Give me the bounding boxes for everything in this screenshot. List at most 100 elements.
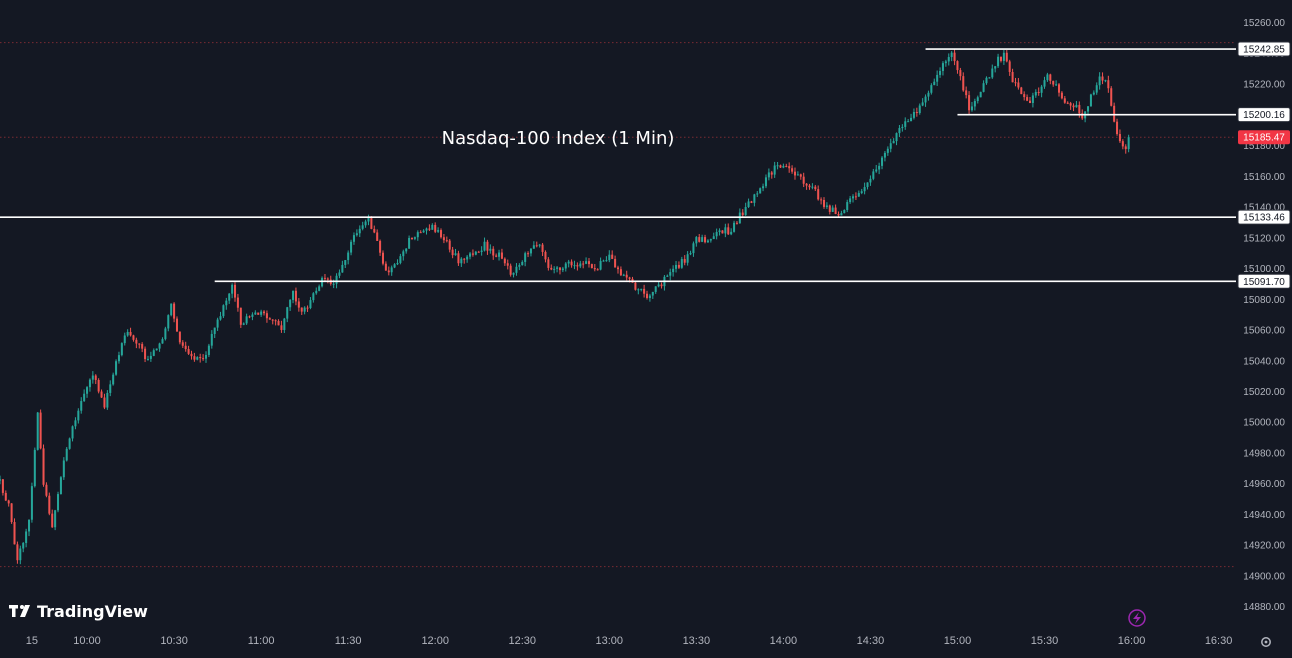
candle	[419, 230, 422, 234]
candle	[843, 209, 846, 214]
time-axis[interactable]: 15 10:00 10:30 11:00 11:30 12:00 12:30 13:00 13:…	[26, 635, 1233, 647]
candle-body	[469, 253, 472, 257]
candle-body	[846, 202, 849, 211]
candle	[898, 124, 901, 138]
candle	[915, 107, 918, 117]
candle	[51, 509, 54, 528]
candle	[605, 256, 608, 262]
candle	[527, 251, 530, 258]
candle	[750, 200, 753, 204]
candle-body	[1023, 94, 1026, 98]
candle-body	[654, 286, 657, 292]
candle-body	[1026, 97, 1029, 101]
candle-body	[837, 213, 840, 216]
candle	[344, 260, 347, 269]
candle	[875, 164, 878, 173]
candle-body	[683, 259, 686, 263]
candle-body	[587, 261, 591, 265]
candle	[318, 284, 321, 292]
candle-body	[364, 221, 367, 226]
candle	[210, 330, 213, 349]
candle-body	[274, 320, 277, 322]
candle	[921, 98, 924, 107]
candle	[471, 249, 474, 257]
candle	[144, 346, 147, 363]
candle-body	[762, 186, 765, 189]
candle-body	[448, 240, 451, 250]
candle	[280, 320, 283, 333]
candle-body	[527, 253, 530, 255]
candle	[1060, 91, 1063, 100]
candle-body	[544, 251, 547, 260]
candle-body	[498, 252, 501, 257]
candle-body	[489, 248, 492, 251]
candle	[704, 234, 707, 244]
candle-body	[367, 216, 370, 222]
candle	[962, 72, 965, 92]
candle-body	[915, 111, 918, 114]
candle	[219, 311, 222, 321]
candle-body	[982, 83, 985, 92]
candle	[228, 292, 231, 304]
candle	[236, 293, 239, 312]
candle-body	[953, 52, 956, 62]
candle-body	[747, 201, 750, 207]
candle-body	[643, 288, 646, 294]
candle-body	[796, 174, 799, 176]
candle-body	[579, 263, 582, 267]
candle-body	[231, 284, 234, 294]
tradingview-wordmark: TradingView	[37, 602, 148, 621]
candle-body	[759, 188, 762, 194]
candle	[947, 53, 950, 66]
candle-body	[483, 241, 486, 251]
candle-body	[973, 101, 976, 107]
candle-body	[94, 375, 97, 380]
candle-body	[251, 314, 254, 317]
replay-lightning-icon[interactable]	[1128, 609, 1146, 627]
candle	[587, 258, 591, 268]
candle-body	[167, 315, 170, 329]
candle-body	[968, 95, 971, 111]
candle	[274, 319, 277, 326]
candle	[1124, 144, 1127, 154]
candle-body	[715, 232, 718, 237]
candle-body	[1110, 88, 1113, 106]
candle-body	[730, 231, 733, 235]
candle-body	[341, 264, 344, 273]
candle-body	[106, 392, 109, 408]
candle	[312, 292, 315, 303]
candle-body	[306, 307, 309, 309]
candle-body	[355, 233, 358, 236]
y-tick-label: 15160.00	[1243, 172, 1285, 183]
candle	[381, 250, 385, 266]
candle	[872, 168, 875, 181]
candle-body	[120, 343, 123, 356]
chart-title: Nasdaq-100 Index (1 Min)	[442, 128, 675, 149]
candle-body	[828, 205, 831, 212]
candle-body	[112, 374, 115, 385]
candle	[173, 302, 176, 323]
candle	[257, 312, 260, 315]
candle	[724, 223, 727, 238]
candle	[149, 351, 152, 362]
candle-body	[500, 252, 503, 259]
candle-body	[1, 479, 4, 493]
candle-body	[904, 121, 907, 127]
candle-body	[875, 169, 878, 172]
candle	[779, 164, 782, 168]
candle	[251, 312, 254, 321]
candle-body	[187, 349, 190, 354]
candle-body	[918, 105, 921, 114]
candle-body	[1037, 91, 1040, 93]
candle-body	[190, 353, 193, 357]
candle	[709, 238, 712, 243]
candle	[933, 78, 936, 86]
settings-gear-icon[interactable]	[1261, 637, 1271, 647]
candle	[1104, 79, 1107, 83]
candle	[416, 230, 419, 241]
candle-body	[744, 206, 747, 216]
candle	[271, 319, 274, 325]
candle	[930, 83, 933, 95]
candle-body	[611, 254, 614, 259]
